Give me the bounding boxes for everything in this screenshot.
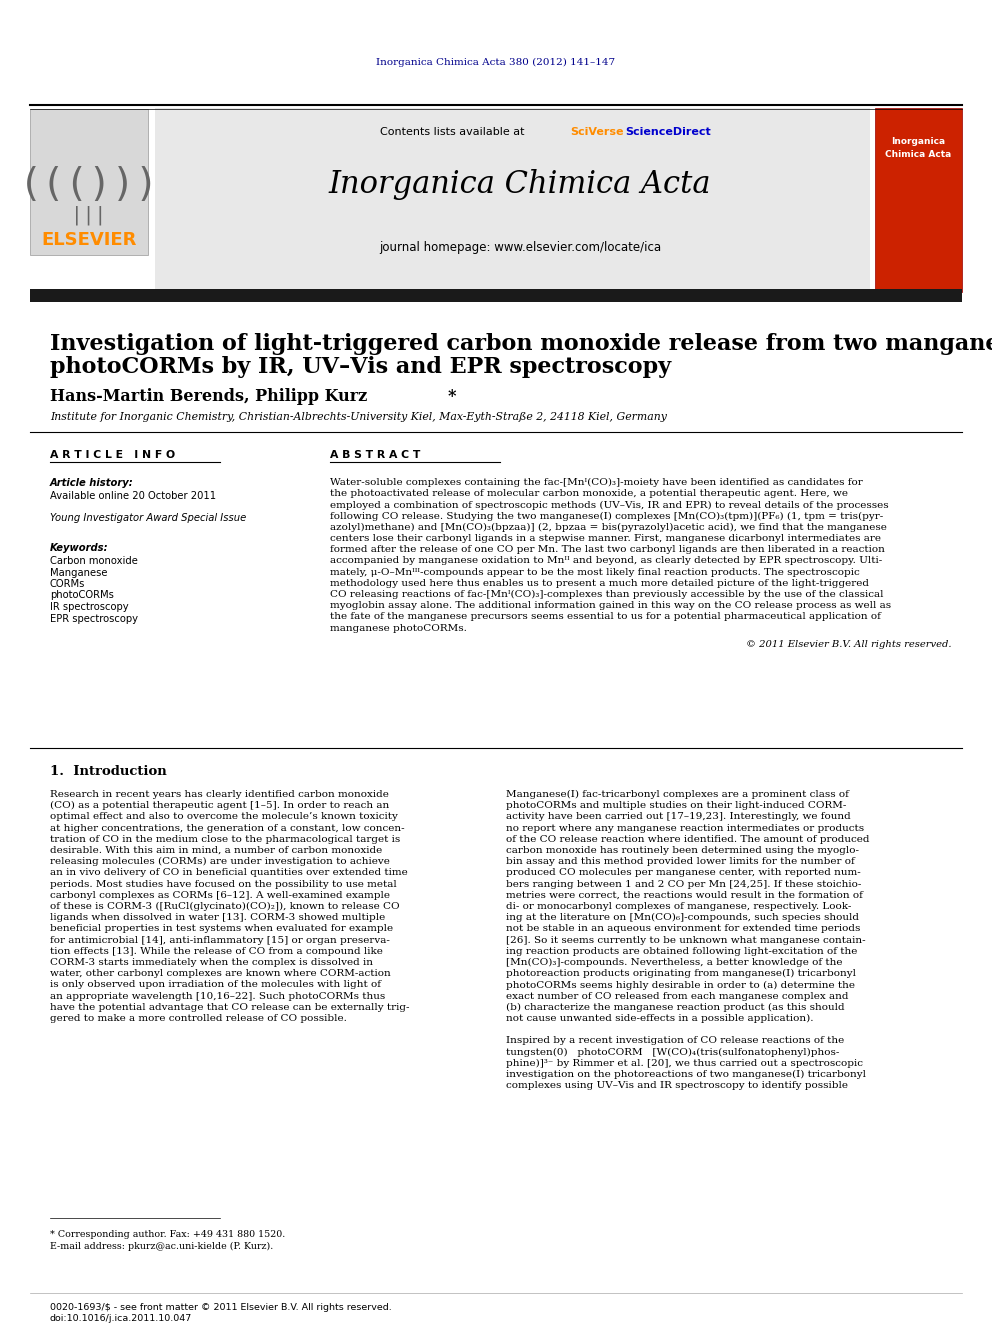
Text: no report where any manganese reaction intermediates or products: no report where any manganese reaction i…	[506, 824, 864, 832]
Text: ((())): ((()))	[19, 165, 159, 204]
Bar	[875, 108, 962, 292]
Text: at higher concentrations, the generation of a constant, low concen-: at higher concentrations, the generation…	[50, 824, 405, 832]
Text: © 2011 Elsevier B.V. All rights reserved.: © 2011 Elsevier B.V. All rights reserved…	[747, 640, 952, 648]
Text: is only observed upon irradiation of the molecules with light of: is only observed upon irradiation of the…	[50, 980, 381, 990]
Text: photoCORMs by IR, UV–Vis and EPR spectroscopy: photoCORMs by IR, UV–Vis and EPR spectro…	[50, 356, 672, 378]
Text: EPR spectroscopy: EPR spectroscopy	[50, 614, 138, 623]
Text: of these is CORM-3 ([RuCl(glycinato)(CO)₂]), known to release CO: of these is CORM-3 ([RuCl(glycinato)(CO)…	[50, 902, 400, 912]
Text: water, other carbonyl complexes are known where CORM-action: water, other carbonyl complexes are know…	[50, 970, 391, 978]
Text: carbon monoxide has routinely been determined using the myoglo-: carbon monoxide has routinely been deter…	[506, 845, 859, 855]
Text: Research in recent years has clearly identified carbon monoxide: Research in recent years has clearly ide…	[50, 790, 389, 799]
Text: tungsten(0)   photoCORM   [W(CO)₄(tris(sulfonatophenyl)phos-: tungsten(0) photoCORM [W(CO)₄(tris(sulfo…	[506, 1048, 839, 1057]
Text: accompanied by manganese oxidation to Mnᴵᴵ and beyond, as clearly detected by EP: accompanied by manganese oxidation to Mn…	[330, 557, 882, 565]
Text: [26]. So it seems currently to be unknown what manganese contain-: [26]. So it seems currently to be unknow…	[506, 935, 866, 945]
Text: CORM-3 starts immediately when the complex is dissolved in: CORM-3 starts immediately when the compl…	[50, 958, 373, 967]
Text: A B S T R A C T: A B S T R A C T	[330, 450, 421, 460]
Text: Manganese(I) fac-tricarbonyl complexes are a prominent class of: Manganese(I) fac-tricarbonyl complexes a…	[506, 790, 849, 799]
Text: Inspired by a recent investigation of CO release reactions of the: Inspired by a recent investigation of CO…	[506, 1036, 844, 1045]
Text: ing at the literature on [Mn(CO)₆]-compounds, such species should: ing at the literature on [Mn(CO)₆]-compo…	[506, 913, 859, 922]
Text: of the CO release reaction where identified. The amount of produced: of the CO release reaction where identif…	[506, 835, 870, 844]
Text: carbonyl complexes as CORMs [6–12]. A well-examined example: carbonyl complexes as CORMs [6–12]. A we…	[50, 890, 390, 900]
Text: periods. Most studies have focused on the possibility to use metal: periods. Most studies have focused on th…	[50, 880, 397, 889]
Text: |||: |||	[71, 205, 106, 225]
Text: not cause unwanted side-effects in a possible application).: not cause unwanted side-effects in a pos…	[506, 1013, 813, 1023]
Text: following CO release. Studying the two manganese(I) complexes [Mn(CO)₃(tpm)](PF₆: following CO release. Studying the two m…	[330, 512, 883, 521]
Text: formed after the release of one CO per Mn. The last two carbonyl ligands are the: formed after the release of one CO per M…	[330, 545, 885, 554]
Text: 1.  Introduction: 1. Introduction	[50, 765, 167, 778]
Text: CORMs: CORMs	[50, 579, 85, 589]
Text: (CO) as a potential therapeutic agent [1–5]. In order to reach an: (CO) as a potential therapeutic agent [1…	[50, 802, 389, 810]
Text: manganese photoCORMs.: manganese photoCORMs.	[330, 623, 467, 632]
Text: gered to make a more controlled release of CO possible.: gered to make a more controlled release …	[50, 1013, 347, 1023]
Text: Manganese: Manganese	[50, 568, 107, 578]
Text: E-mail address: pkurz@ac.uni-kielde (P. Kurz).: E-mail address: pkurz@ac.uni-kielde (P. …	[50, 1242, 273, 1252]
Text: optimal effect and also to overcome the molecule’s known toxicity: optimal effect and also to overcome the …	[50, 812, 398, 822]
Text: phine)]³⁻ by Rimmer et al. [20], we thus carried out a spectroscopic: phine)]³⁻ by Rimmer et al. [20], we thus…	[506, 1058, 863, 1068]
Text: ScienceDirect: ScienceDirect	[625, 127, 710, 138]
Text: produced CO molecules per manganese center, with reported num-: produced CO molecules per manganese cent…	[506, 868, 861, 877]
Text: for antimicrobial [14], anti-inflammatory [15] or organ preserva-: for antimicrobial [14], anti-inflammator…	[50, 935, 390, 945]
Text: Inorganica Chimica Acta 380 (2012) 141–147: Inorganica Chimica Acta 380 (2012) 141–1…	[376, 57, 616, 66]
Text: Inorganica Chimica Acta: Inorganica Chimica Acta	[328, 169, 711, 201]
Text: employed a combination of spectroscopic methods (UV–Vis, IR and EPR) to reveal d: employed a combination of spectroscopic …	[330, 500, 889, 509]
Text: the photoactivated release of molecular carbon monoxide, a potential therapeutic: the photoactivated release of molecular …	[330, 490, 848, 499]
Text: photoCORMs and multiple studies on their light-induced CORM-: photoCORMs and multiple studies on their…	[506, 802, 846, 810]
Text: * Corresponding author. Fax: +49 431 880 1520.: * Corresponding author. Fax: +49 431 880…	[50, 1230, 286, 1240]
Text: centers lose their carbonyl ligands in a stepwise manner. First, manganese dicar: centers lose their carbonyl ligands in a…	[330, 534, 881, 542]
Text: investigation on the photoreactions of two manganese(I) tricarbonyl: investigation on the photoreactions of t…	[506, 1070, 866, 1080]
Text: doi:10.1016/j.ica.2011.10.047: doi:10.1016/j.ica.2011.10.047	[50, 1314, 192, 1323]
Text: releasing molecules (CORMs) are under investigation to achieve: releasing molecules (CORMs) are under in…	[50, 857, 390, 867]
Text: complexes using UV–Vis and IR spectroscopy to identify possible: complexes using UV–Vis and IR spectrosco…	[506, 1081, 848, 1090]
Text: the fate of the manganese precursors seems essential to us for a potential pharm: the fate of the manganese precursors see…	[330, 613, 881, 622]
Text: bers ranging between 1 and 2 CO per Mn [24,25]. If these stoichio-: bers ranging between 1 and 2 CO per Mn […	[506, 880, 861, 889]
Text: metries were correct, the reactions would result in the formation of: metries were correct, the reactions woul…	[506, 890, 863, 900]
Text: [Mn(CO)₃]-compounds. Nevertheless, a better knowledge of the: [Mn(CO)₃]-compounds. Nevertheless, a bet…	[506, 958, 842, 967]
Text: an in vivo delivery of CO in beneficial quantities over extended time: an in vivo delivery of CO in beneficial …	[50, 868, 408, 877]
Text: Keywords:: Keywords:	[50, 542, 109, 553]
Text: tration of CO in the medium close to the pharmacological target is: tration of CO in the medium close to the…	[50, 835, 400, 844]
Text: Water-soluble complexes containing the fac-[Mnᴵ(CO)₃]-moiety have been identifie: Water-soluble complexes containing the f…	[330, 478, 863, 487]
Text: Inorganica
Chimica Acta: Inorganica Chimica Acta	[885, 138, 951, 159]
Text: methodology used here thus enables us to present a much more detailed picture of: methodology used here thus enables us to…	[330, 578, 869, 587]
Text: azolyl)methane) and [Mn(CO)₃(bpzaa)] (2, bpzaa = bis(pyrazolyl)acetic acid), we : azolyl)methane) and [Mn(CO)₃(bpzaa)] (2,…	[330, 523, 887, 532]
Text: Hans-Martin Berends, Philipp Kurz: Hans-Martin Berends, Philipp Kurz	[50, 388, 373, 405]
Bar	[155, 108, 870, 292]
Text: A R T I C L E   I N F O: A R T I C L E I N F O	[50, 450, 176, 460]
Text: Investigation of light-triggered carbon monoxide release from two manganese: Investigation of light-triggered carbon …	[50, 333, 992, 355]
Text: myoglobin assay alone. The additional information gained in this way on the CO r: myoglobin assay alone. The additional in…	[330, 601, 891, 610]
Text: Carbon monoxide: Carbon monoxide	[50, 556, 138, 566]
Text: Young Investigator Award Special Issue: Young Investigator Award Special Issue	[50, 513, 246, 523]
Text: have the potential advantage that CO release can be externally trig-: have the potential advantage that CO rel…	[50, 1003, 410, 1012]
Text: CO releasing reactions of fac-[Mnᴵ(CO)₃]-complexes than previously accessible by: CO releasing reactions of fac-[Mnᴵ(CO)₃]…	[330, 590, 884, 599]
Text: activity have been carried out [17–19,23]. Interestingly, we found: activity have been carried out [17–19,23…	[506, 812, 851, 822]
Text: ligands when dissolved in water [13]. CORM-3 showed multiple: ligands when dissolved in water [13]. CO…	[50, 913, 385, 922]
Text: Institute for Inorganic Chemistry, Christian-Albrechts-University Kiel, Max-Eyth: Institute for Inorganic Chemistry, Chris…	[50, 411, 667, 422]
Text: 0020-1693/$ - see front matter © 2011 Elsevier B.V. All rights reserved.: 0020-1693/$ - see front matter © 2011 El…	[50, 1303, 392, 1312]
Text: journal homepage: www.elsevier.com/locate/ica: journal homepage: www.elsevier.com/locat…	[379, 242, 661, 254]
Text: photoCORMs: photoCORMs	[50, 590, 114, 601]
Text: not be stable in an aqueous environment for extended time periods: not be stable in an aqueous environment …	[506, 925, 860, 934]
Text: photoreaction products originating from manganese(I) tricarbonyl: photoreaction products originating from …	[506, 970, 856, 978]
Text: *: *	[448, 388, 456, 405]
Bar	[30, 288, 962, 302]
Text: SciVerse: SciVerse	[570, 127, 624, 138]
Text: ing reaction products are obtained following light-excitation of the: ing reaction products are obtained follo…	[506, 947, 857, 955]
Text: Available online 20 October 2011: Available online 20 October 2011	[50, 491, 216, 501]
Text: Article history:: Article history:	[50, 478, 134, 488]
Text: an appropriate wavelength [10,16–22]. Such photoCORMs thus: an appropriate wavelength [10,16–22]. Su…	[50, 992, 385, 1000]
Text: exact number of CO released from each manganese complex and: exact number of CO released from each ma…	[506, 992, 848, 1000]
Text: Contents lists available at: Contents lists available at	[380, 127, 528, 138]
Text: bin assay and this method provided lower limits for the number of: bin assay and this method provided lower…	[506, 857, 855, 867]
Text: photoCORMs seems highly desirable in order to (a) determine the: photoCORMs seems highly desirable in ord…	[506, 980, 855, 990]
Text: ELSEVIER: ELSEVIER	[42, 232, 137, 249]
Text: (b) characterize the manganese reaction product (as this should: (b) characterize the manganese reaction …	[506, 1003, 844, 1012]
Text: desirable. With this aim in mind, a number of carbon monoxide: desirable. With this aim in mind, a numb…	[50, 845, 382, 855]
Bar	[30, 108, 148, 255]
Text: di- or monocarbonyl complexes of manganese, respectively. Look-: di- or monocarbonyl complexes of mangane…	[506, 902, 851, 912]
Text: tion effects [13]. While the release of CO from a compound like: tion effects [13]. While the release of …	[50, 947, 383, 955]
Text: beneficial properties in test systems when evaluated for example: beneficial properties in test systems wh…	[50, 925, 393, 934]
Text: IR spectroscopy: IR spectroscopy	[50, 602, 129, 613]
Text: mately, μ-O–Mnᴵᴵᴵ-compounds appear to be the most likely final reaction products: mately, μ-O–Mnᴵᴵᴵ-compounds appear to be…	[330, 568, 860, 577]
